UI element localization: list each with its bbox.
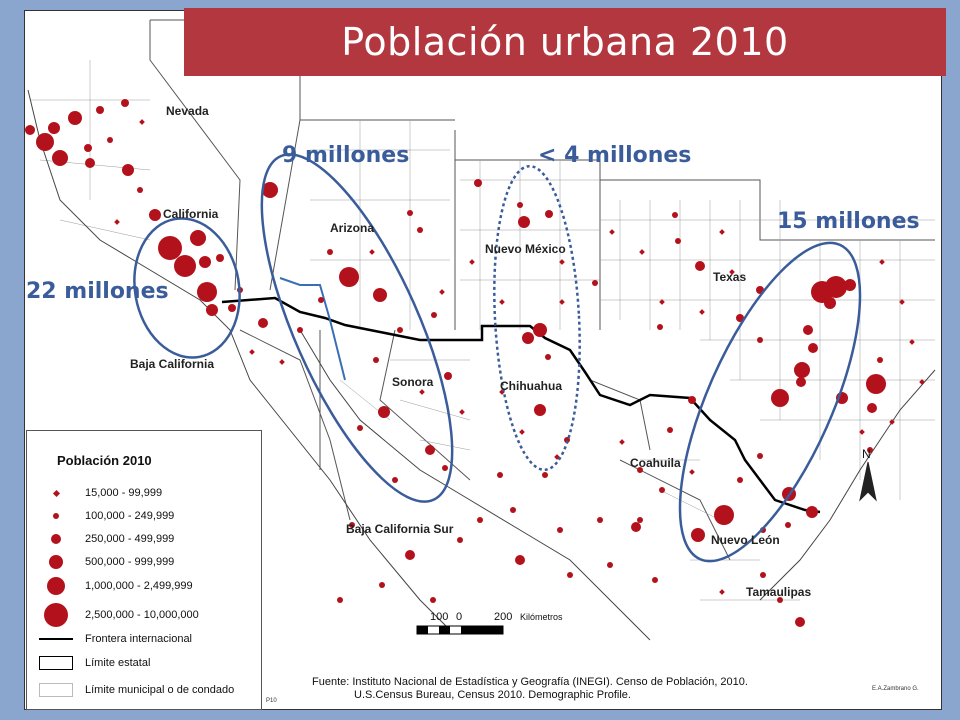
- legend-title: Población 2010: [57, 453, 152, 468]
- legend-dot-symbol: [44, 603, 68, 627]
- state-label-sonora: Sonora: [392, 375, 434, 389]
- city-mexicali: [228, 304, 236, 312]
- city-tampico: [795, 617, 805, 627]
- state-label-baja-california-sur: Baja California Sur: [346, 522, 454, 536]
- city-monterrey: [714, 505, 734, 525]
- legend-line-border: Frontera internacional: [27, 629, 192, 649]
- legend-class-4: 500,000 - 999,999: [27, 552, 174, 572]
- city-san-diego: [197, 282, 217, 302]
- city-el-paso: [533, 323, 547, 337]
- ellipse-arizona: [260, 153, 454, 503]
- county-grid: [30, 60, 935, 601]
- scale-bar: 100 0 200 Kilómetros: [416, 611, 563, 635]
- region-label-nuevo-mexico: < 4 millones: [538, 143, 691, 168]
- ellipse-california: [133, 217, 241, 359]
- gulf-california-outline: [279, 277, 346, 381]
- city-houston: [866, 374, 886, 394]
- city-saltillo: [691, 528, 705, 542]
- title-banner: Población urbana 2010: [184, 8, 946, 76]
- legend-class-1: 15,000 - 99,999: [27, 483, 162, 503]
- city-las-vegas: [262, 182, 278, 198]
- north-arrow: N: [859, 447, 877, 502]
- legend-line-municipal: Límite municipal o de condado: [27, 680, 234, 700]
- city-san-jose: [52, 150, 68, 166]
- city-oakland: [48, 122, 60, 134]
- state-label-texas: Texas: [713, 270, 746, 284]
- international-border: [221, 296, 821, 514]
- source-line-1: Fuente: Instituto Nacional de Estadístic…: [312, 676, 748, 688]
- legend-dot-symbol: [49, 555, 63, 569]
- city-torreon: [631, 522, 641, 532]
- region-label-california: 22 millones: [26, 279, 169, 304]
- city-san-antonio: [771, 389, 789, 407]
- scale-label-200: 200: [494, 611, 512, 623]
- region-ellipses: [133, 153, 862, 563]
- state-label-coahuila: Coahuila: [630, 456, 681, 470]
- right-stripe: [942, 0, 960, 720]
- cities-small: [25, 99, 883, 603]
- legend-dot-symbol: [47, 577, 65, 595]
- legend-state-box-symbol: [39, 656, 73, 670]
- city-tijuana: [206, 304, 218, 316]
- legend-class-5: 1,000,000 - 2,499,999: [27, 576, 193, 596]
- legend-municipal-box-symbol: [39, 683, 73, 697]
- state-label-nuevo-leon: Nuevo León: [711, 533, 780, 547]
- ellipse-nuevo-mexico: [493, 164, 581, 472]
- city-hermosillo: [378, 406, 390, 418]
- source-line-2: U.S.Census Bureau, Census 2010. Demograp…: [354, 689, 631, 701]
- state-label-tamaulipas: Tamaulipas: [746, 585, 811, 599]
- page-code: P10: [266, 698, 277, 704]
- legend-class-3: 250,000 - 499,999: [27, 529, 174, 549]
- state-label-nevada: Nevada: [166, 104, 209, 118]
- state-label-nuevo-mexico: Nuevo México: [485, 242, 566, 256]
- ellipse-texas: [678, 241, 862, 563]
- city-culiacan: [515, 555, 525, 565]
- north-label: N: [862, 447, 871, 461]
- legend-dot-symbol: [51, 534, 61, 544]
- city-austin: [794, 362, 810, 378]
- page-title: Población urbana 2010: [341, 20, 789, 64]
- legend-class-6: 2,500,000 - 10,000,000: [27, 603, 199, 627]
- city-albuquerque: [518, 216, 530, 228]
- city-bakersfield: [149, 209, 161, 221]
- map-legend: Población 2010 15,000 - 99,999 100,000 -…: [26, 430, 262, 710]
- city-los-angeles-2: [158, 236, 182, 260]
- author-credit: E.A.Zambrano G.: [872, 686, 919, 692]
- city-fort-worth: [825, 276, 847, 298]
- city-phoenix: [339, 267, 359, 287]
- scale-unit: Kilómetros: [520, 612, 563, 622]
- city-sacramento: [68, 111, 82, 125]
- city-matamoros: [806, 506, 818, 518]
- city-juarez: [522, 332, 534, 344]
- scale-label-0: 0: [456, 611, 462, 623]
- city-fresno: [122, 164, 134, 176]
- cities-tiny: [114, 119, 925, 595]
- state-label-chihuahua: Chihuahua: [500, 379, 562, 393]
- region-label-texas: 15 millones: [777, 209, 920, 234]
- source-note: Fuente: Instituto Nacional de Estadístic…: [312, 676, 748, 702]
- city-chihuahua: [534, 404, 546, 416]
- legend-diamond-symbol: [52, 489, 60, 497]
- city-san-francisco: [36, 133, 54, 151]
- city-la-paz: [405, 550, 415, 560]
- state-label-arizona: Arizona: [330, 221, 374, 235]
- city-tucson: [373, 288, 387, 302]
- state-label-california: California: [163, 207, 219, 221]
- city-riverside: [190, 230, 206, 246]
- cities: [36, 111, 886, 627]
- coastlines: [27, 89, 936, 641]
- scale-label-100: 100: [430, 611, 448, 623]
- city-los-angeles: [174, 255, 196, 277]
- legend-line-state: Límite estatal: [27, 653, 150, 673]
- region-label-arizona: 9 millones: [282, 143, 409, 168]
- legend-class-2: 100,000 - 249,999: [27, 506, 174, 526]
- state-label-baja-california: Baja California: [130, 357, 214, 371]
- legend-dot-symbol: [53, 513, 59, 519]
- legend-border-line-symbol: [39, 638, 73, 640]
